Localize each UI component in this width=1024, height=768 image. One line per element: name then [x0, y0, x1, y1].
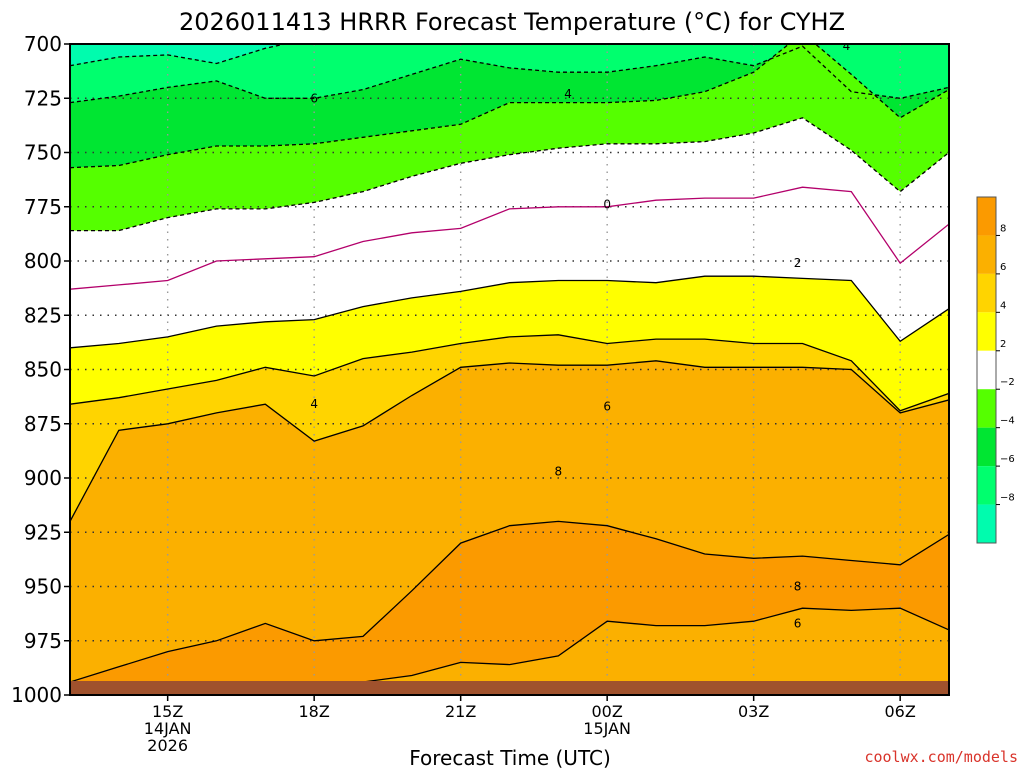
colorbar-label: 4 — [1000, 300, 1006, 311]
colorbar-segment — [977, 197, 996, 236]
contour-label: 2 — [794, 256, 802, 270]
contour-label: 4 — [564, 87, 572, 101]
temperature-band — [70, 521, 949, 693]
colorbar-segment — [977, 273, 996, 313]
x-tick-label: 21Z — [445, 702, 476, 721]
colorbar-label: −6 — [1000, 454, 1015, 465]
y-tick-label: 800 — [24, 249, 62, 273]
temperature-band — [70, 187, 949, 348]
y-tick-label: 900 — [24, 466, 62, 490]
temperature-band — [70, 117, 949, 290]
isotherm-line — [70, 360, 949, 522]
temperature-band — [70, 608, 949, 695]
temperature-band — [70, 44, 949, 231]
isotherm-line — [70, 520, 949, 683]
colorbar-segment — [977, 235, 996, 274]
isotherm-line — [70, 334, 949, 412]
temperature-band — [70, 44, 949, 103]
isotherm-line — [70, 44, 949, 169]
y-tick-label: 875 — [24, 412, 62, 436]
colorbar-segment — [977, 350, 996, 390]
x-axis-label: Forecast Time (UTC) — [409, 746, 611, 768]
x-tick-label: 2026 — [147, 736, 188, 755]
y-tick-label: 700 — [24, 32, 62, 56]
temperature-band — [70, 276, 949, 411]
y-tick-label: 1000 — [11, 683, 62, 707]
x-tick-label: 15JAN — [583, 719, 631, 738]
colorbar-segment — [977, 427, 996, 467]
x-tick-label: 14JAN — [144, 719, 192, 738]
ground-surface — [70, 681, 949, 695]
colorbar-label: −2 — [1000, 377, 1015, 388]
contour-label: 6 — [603, 399, 611, 413]
chart-title: 2026011413 HRRR Forecast Temperature (°C… — [179, 8, 845, 36]
colorbar-label: −4 — [1000, 416, 1015, 427]
colorbar-label: 8 — [1000, 223, 1006, 234]
x-tick-label: 18Z — [299, 702, 330, 721]
x-tick-label: 06Z — [885, 702, 916, 721]
contour-label: 6 — [310, 91, 318, 105]
y-tick-label: 975 — [24, 629, 62, 653]
x-tick-label: 15Z — [152, 702, 183, 721]
temperature-band — [70, 44, 949, 168]
watermark: coolwx.com/models — [864, 748, 1018, 766]
isotherm-line — [70, 44, 288, 67]
temperature-bands — [70, 44, 949, 695]
colorbar-segment — [977, 504, 996, 543]
contour-label: 4 — [310, 397, 318, 411]
colorbar-frame — [976, 196, 997, 544]
x-tick-label: 00Z — [592, 702, 623, 721]
contour-label: 8 — [794, 580, 802, 594]
temperature-band — [70, 334, 949, 522]
ground-strip — [70, 681, 949, 695]
y-tick-label: 725 — [24, 86, 62, 110]
y-tick-label: 825 — [24, 303, 62, 327]
colorbar-label: −8 — [1000, 493, 1015, 504]
y-tick-label: 850 — [24, 358, 62, 382]
contour-label: 6 — [794, 616, 802, 630]
y-tick-label: 750 — [24, 141, 62, 165]
isotherm-line — [70, 186, 949, 290]
colorbar-segment — [977, 389, 996, 428]
contour-label: 0 — [603, 198, 611, 212]
colorbar-segment — [977, 466, 996, 505]
plot-area: 4 6 4 0 2 4 6 8 8 6 — [70, 39, 949, 695]
temperature-band — [70, 44, 285, 66]
colorbar-label: 6 — [1000, 262, 1006, 273]
contour-label: 8 — [555, 464, 563, 478]
y-tick-label: 925 — [24, 520, 62, 544]
y-tick-label: 950 — [24, 575, 62, 599]
isotherm-line — [70, 45, 949, 104]
colorbar-legend: 8 6 4 2 −2 −4 −6 −8 — [976, 196, 1015, 544]
y-tick-label: 775 — [24, 195, 62, 219]
colorbar-segment — [977, 312, 996, 351]
contour-label: 4 — [843, 39, 851, 53]
isotherm-line — [70, 117, 949, 232]
temperature-band — [70, 360, 949, 682]
colorbar-label: 2 — [1000, 339, 1006, 350]
contour-labels: 4 6 4 0 2 4 6 8 8 6 — [310, 39, 851, 630]
y-axis: 700 725 750 775 800 825 850 875 900 925 950 975 1000 — [11, 32, 70, 707]
isotherm-line — [70, 275, 949, 349]
x-tick-label: 03Z — [738, 702, 769, 721]
